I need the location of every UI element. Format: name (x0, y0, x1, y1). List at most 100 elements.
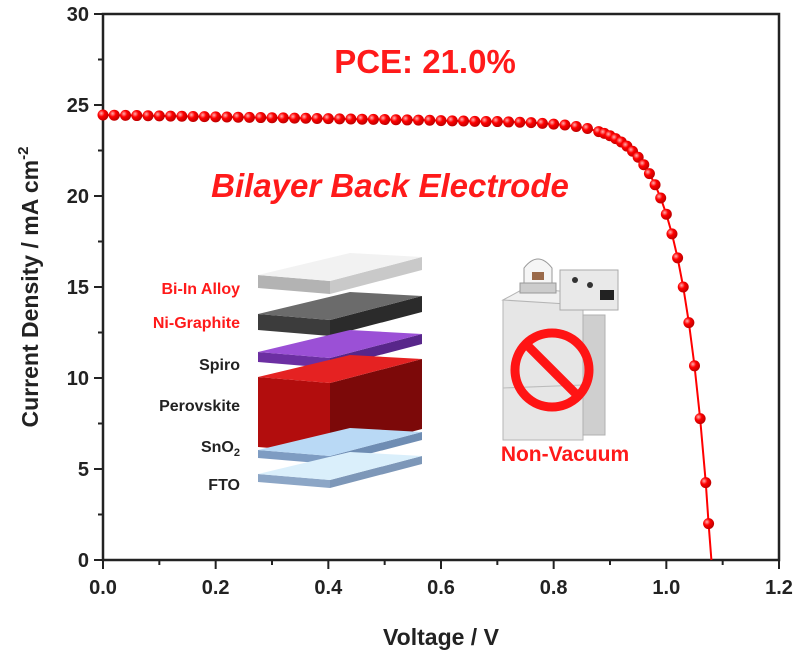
x-tick-label: 0.4 (314, 577, 343, 599)
data-point (655, 192, 667, 204)
x-axis-title: Voltage / V (383, 624, 500, 650)
data-point (435, 115, 447, 127)
data-point (356, 113, 368, 125)
data-point (559, 119, 571, 131)
layer-top-face (258, 355, 422, 383)
layer-front-face (258, 450, 330, 464)
data-point (322, 113, 334, 125)
data-point (120, 109, 132, 121)
layer-label: Spiro (199, 357, 240, 374)
jv-series (97, 109, 715, 561)
vacuum-machine-icon (501, 258, 619, 441)
layer-label: SnO2 (201, 439, 240, 459)
layer-label: Bi-In Alloy (161, 281, 240, 298)
data-point (334, 113, 346, 125)
layer-front-face (258, 275, 330, 294)
y-axis-title: Current Density / mA cm-2 (15, 147, 43, 428)
pce-label: PCE: 21.0% (334, 43, 516, 80)
data-point (446, 115, 458, 127)
y-tick-label: 10 (67, 368, 89, 390)
layer-top-face (258, 253, 422, 281)
data-point (703, 518, 715, 530)
layer-perovskite (258, 355, 422, 453)
layer-label: FTO (208, 477, 240, 494)
data-point (536, 117, 548, 129)
layer-side-face (330, 257, 422, 294)
data-point (277, 112, 289, 124)
data-point (142, 110, 154, 122)
data-point (266, 112, 278, 124)
x-tick-label: 1.2 (765, 577, 793, 599)
layer-side-face (330, 456, 422, 488)
axes: 0.0 0.2 0.4 0.6 0.8 1.0 1.2 0 5 10 15 20 25 30 (67, 4, 793, 599)
data-point (243, 111, 255, 123)
y-tick-label: 0 (78, 550, 89, 572)
y-tick-label: 15 (67, 277, 89, 299)
layer-bi-in-alloy (258, 253, 422, 294)
data-point (367, 113, 379, 125)
x-tick-label: 0.0 (89, 577, 117, 599)
data-point (700, 477, 712, 489)
data-point (345, 113, 357, 125)
data-point (480, 116, 492, 128)
data-point (581, 122, 593, 134)
data-point (187, 110, 199, 122)
data-point (390, 114, 402, 126)
x-tick-label: 0.2 (202, 577, 230, 599)
layer-label: Ni-Graphite (153, 315, 240, 332)
y-tick-label: 30 (67, 4, 89, 26)
layer-ni-graphite (258, 292, 422, 336)
data-point (660, 208, 672, 220)
data-point (198, 111, 210, 123)
x-tick-label: 1.0 (652, 577, 680, 599)
data-point (153, 110, 165, 122)
x-tick-label: 0.6 (427, 577, 455, 599)
data-point (289, 112, 301, 124)
layer-front-face (258, 352, 330, 368)
non-vacuum-label: Non-Vacuum (501, 443, 629, 466)
data-point (649, 179, 661, 191)
data-point (503, 116, 515, 128)
device-stack-inset: Bi-In Alloy Ni-Graphite Spiro Perovskite SnO… (153, 253, 422, 494)
data-point (424, 114, 436, 126)
data-point (412, 114, 424, 126)
layer-label: Perovskite (159, 398, 240, 415)
data-point (97, 109, 109, 121)
data-point (401, 114, 413, 126)
layer-top-face (258, 330, 422, 358)
data-point (643, 168, 655, 180)
data-point (458, 115, 470, 127)
data-point (300, 112, 312, 124)
y-tick-label: 5 (78, 459, 89, 481)
data-point (221, 111, 233, 123)
data-point (232, 111, 244, 123)
layer-top-face (258, 292, 422, 320)
data-point (514, 116, 526, 128)
data-point (672, 252, 684, 264)
prohibited-icon (510, 328, 594, 412)
layer-fto (258, 452, 422, 488)
data-point (683, 317, 695, 329)
data-point (255, 112, 267, 124)
data-point (108, 109, 120, 121)
data-point (525, 117, 537, 129)
y-tick-label: 20 (67, 186, 89, 208)
data-point (694, 413, 706, 425)
layer-front-face (258, 377, 330, 453)
y-axis-title-superscript: -2 (15, 147, 32, 160)
layer-top-face (258, 452, 422, 480)
data-point (379, 114, 391, 126)
data-point (131, 110, 143, 122)
data-point (689, 360, 700, 372)
data-point (165, 110, 177, 122)
data-point (491, 116, 503, 128)
layer-top-face (258, 428, 422, 456)
layer-front-face (258, 314, 330, 336)
data-point (176, 110, 188, 122)
data-point (666, 228, 678, 240)
data-point (210, 111, 222, 123)
layer-side-face (330, 296, 422, 336)
x-tick-label: 0.8 (540, 577, 568, 599)
data-point (570, 120, 582, 132)
